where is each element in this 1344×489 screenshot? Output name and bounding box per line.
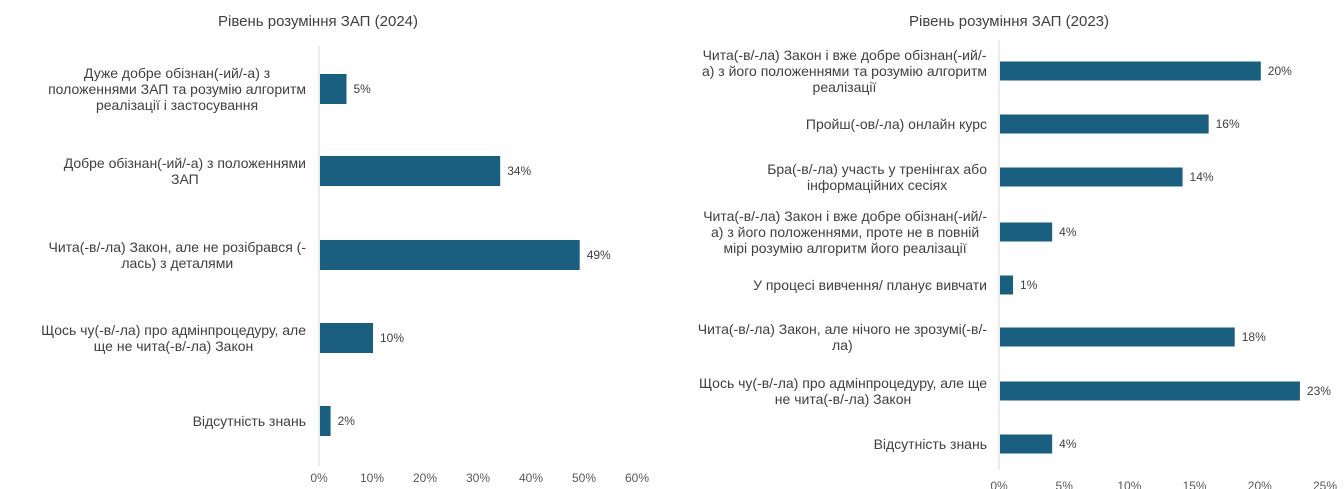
- x-tick-label: 0%: [310, 471, 328, 485]
- category-label: Бра(-в/-ла) участь у тренінгах або інформ…: [767, 161, 987, 193]
- category-label-line: лась) з деталями: [121, 255, 233, 271]
- chart-title: Рівень розуміння ЗАП (2023): [909, 13, 1109, 30]
- x-tick-label: 60%: [625, 471, 649, 485]
- category-label: Чита(-в/-ла) Закон і вже добре обізнан(-…: [702, 47, 987, 95]
- data-label: 4%: [1059, 225, 1077, 239]
- bar: [1000, 114, 1209, 134]
- category-label-line: Чита(-в/-ла) Закон і вже добре обізнан(-…: [703, 208, 987, 224]
- category-label-line: Добре обізнан(-ий/-а) з положеннями: [64, 155, 306, 171]
- x-tick-label: 20%: [413, 471, 437, 485]
- chart-2023: Рівень розуміння ЗАП (2023) 20% Чита(-в/-…: [698, 13, 1338, 489]
- x-tick-label: 10%: [1117, 479, 1141, 489]
- data-label: 34%: [507, 164, 531, 178]
- bar: [1000, 222, 1053, 242]
- chart-title: Рівень розуміння ЗАП (2024): [218, 13, 418, 30]
- bar: [1000, 434, 1053, 454]
- category-label-line: Щось чу(-в/-ла) про адмінпроцедуру, але: [41, 322, 306, 338]
- data-label: 23%: [1307, 384, 1331, 398]
- category-label-line: Відсутність знань: [874, 436, 987, 452]
- category-label-line: реалізації і застосування: [96, 97, 258, 113]
- category-label-line: положеннями ЗАП та розумію алгоритм: [48, 81, 306, 97]
- data-label: 10%: [380, 331, 404, 345]
- category-label: Пройш(-ов/-ла) онлайн курс: [806, 116, 987, 132]
- bar: [320, 240, 580, 270]
- category-label-line: Відсутність знань: [193, 413, 306, 429]
- data-label: 49%: [587, 248, 611, 262]
- data-label: 2%: [338, 414, 356, 428]
- category-label-line: а) з його положеннями та розумію алгорит…: [702, 63, 987, 79]
- data-label: 16%: [1216, 117, 1240, 131]
- category-label-line: а) з його положеннями, проте не в повній: [711, 224, 979, 240]
- data-label: 14%: [1190, 170, 1214, 184]
- category-label-line: Дуже добре обізнан(-ий/-а) з: [84, 65, 270, 81]
- x-tick-label: 15%: [1183, 479, 1207, 489]
- category-label: Чита(-в/-ла) Закон, але нічого не зрозум…: [698, 321, 988, 353]
- category-label: Чита(-в/-ла) Закон і вже добре обізнан(-…: [703, 208, 987, 256]
- bar: [1000, 381, 1300, 401]
- category-label-line: Чита(-в/-ла) Закон, але не розібрався (-: [49, 239, 307, 255]
- chart-2024: Рівень розуміння ЗАП (2024) 5% Дуже добре…: [41, 13, 649, 485]
- category-label-line: реалізації: [813, 79, 877, 95]
- bar: [1000, 327, 1235, 347]
- data-label: 20%: [1268, 64, 1292, 78]
- x-tick-label: 30%: [466, 471, 490, 485]
- category-label: Дуже добре обізнан(-ий/-а) з положеннями …: [48, 65, 306, 113]
- x-tick-label: 5%: [1056, 479, 1074, 489]
- bar: [320, 74, 347, 104]
- category-label-line: інформаційних сесіях: [807, 177, 947, 193]
- bar: [1000, 61, 1261, 81]
- category-label-line: Щось чу(-в/-ла) про адмінпроцедуру, але …: [699, 375, 987, 391]
- category-label-line: Чита(-в/-ла) Закон, але нічого не зрозум…: [698, 321, 988, 337]
- data-label: 5%: [354, 82, 372, 96]
- category-label: Відсутність знань: [874, 436, 987, 452]
- category-label-line: ла): [832, 337, 853, 353]
- category-label-line: не чита(-в/-ла) Закон: [775, 391, 911, 407]
- data-label: 4%: [1059, 437, 1077, 451]
- category-label: У процесі вивчення/ планує вивчати: [753, 277, 987, 293]
- category-label-line: ще не чита(-в/-ла) Закон: [94, 338, 253, 354]
- category-label-line: Бра(-в/-ла) участь у тренінгах або: [767, 161, 987, 177]
- category-label-line: Пройш(-ов/-ла) онлайн курс: [806, 116, 987, 132]
- x-tick-label: 10%: [360, 471, 384, 485]
- bar: [320, 323, 373, 353]
- bar: [1000, 167, 1183, 187]
- data-label: 1%: [1020, 278, 1038, 292]
- x-tick-label: 40%: [519, 471, 543, 485]
- category-label: Відсутність знань: [193, 413, 306, 429]
- x-tick-label: 25%: [1313, 479, 1337, 489]
- category-label: Щось чу(-в/-ла) про адмінпроцедуру, але …: [699, 375, 987, 407]
- bar: [1000, 275, 1014, 295]
- x-tick-label: 50%: [572, 471, 596, 485]
- bar: [320, 406, 331, 436]
- category-label-line: У процесі вивчення/ планує вивчати: [753, 277, 987, 293]
- category-label: Добре обізнан(-ий/-а) з положеннями ЗАП: [64, 155, 306, 187]
- x-tick-label: 20%: [1248, 479, 1272, 489]
- data-label: 18%: [1242, 330, 1266, 344]
- category-label: Чита(-в/-ла) Закон, але не розібрався (-…: [49, 239, 307, 271]
- x-tick-label: 0%: [990, 479, 1008, 489]
- category-label: Щось чу(-в/-ла) про адмінпроцедуру, але щ…: [41, 322, 306, 354]
- category-label-line: Чита(-в/-ла) Закон і вже добре обізнан(-…: [703, 47, 987, 63]
- category-label-line: мірі розумію алгоритм його реалізації: [724, 240, 967, 256]
- category-label-line: ЗАП: [171, 171, 199, 187]
- bar: [320, 156, 501, 186]
